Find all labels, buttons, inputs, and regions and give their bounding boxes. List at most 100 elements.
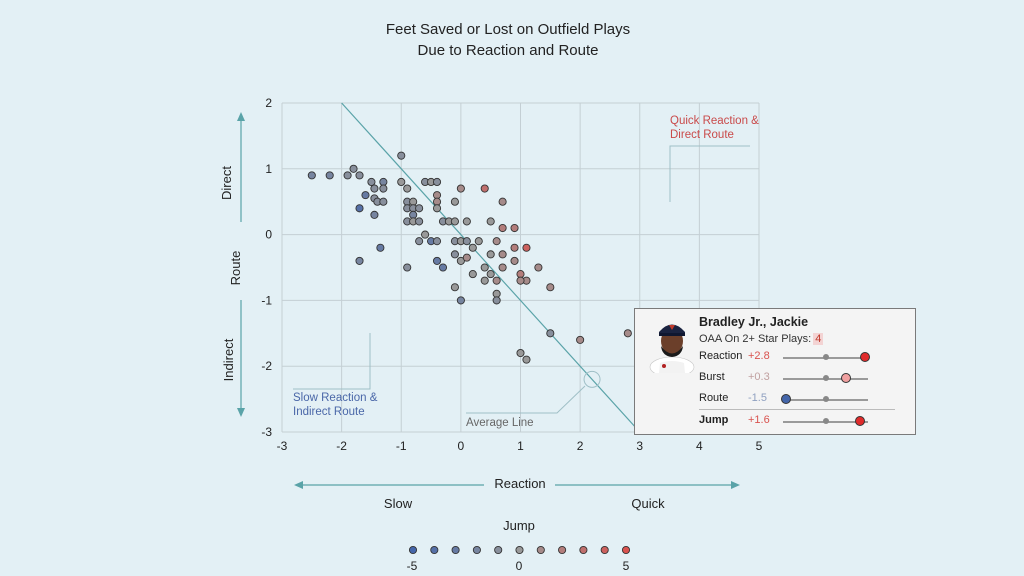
data-point[interactable] (343, 171, 352, 180)
data-point[interactable] (432, 237, 442, 246)
data-point[interactable] (397, 151, 406, 160)
x-quick-label: Quick (631, 496, 665, 511)
metric-row-burst: Burst +0.3 (699, 370, 904, 388)
data-point[interactable] (468, 243, 477, 252)
data-point[interactable] (498, 263, 507, 272)
data-point[interactable] (379, 197, 388, 206)
data-point[interactable] (456, 184, 465, 193)
data-point[interactable] (516, 276, 525, 285)
data-point[interactable] (432, 177, 442, 187)
annotation-slow-indirect: Slow Reaction & Indirect Route (293, 333, 378, 418)
data-point[interactable] (450, 217, 459, 226)
data-point[interactable] (456, 296, 465, 305)
data-point[interactable] (370, 210, 379, 219)
data-point[interactable] (522, 355, 531, 364)
data-point[interactable] (355, 204, 364, 213)
data-point[interactable] (355, 256, 364, 265)
data-point[interactable] (480, 263, 489, 272)
jump-legend-dot (579, 545, 588, 555)
data-point[interactable] (462, 217, 471, 226)
jump-legend-dot (451, 545, 460, 555)
jump-legend-min-label: -5 (407, 559, 418, 573)
data-point[interactable] (498, 250, 507, 259)
data-point[interactable] (498, 197, 507, 206)
data-point[interactable] (480, 184, 489, 193)
data-point[interactable] (325, 171, 334, 180)
data-point[interactable] (486, 250, 495, 259)
data-point[interactable] (367, 177, 376, 187)
metric-value: +1.6 (748, 414, 770, 426)
data-point[interactable] (576, 335, 585, 344)
chart-title-line-2: Due to Reaction and Route (418, 42, 599, 59)
data-point[interactable] (492, 276, 501, 285)
data-point[interactable] (546, 329, 555, 338)
data-point[interactable] (516, 348, 525, 358)
data-point[interactable] (432, 256, 442, 265)
data-point[interactable] (432, 191, 442, 200)
chart-title: Feet Saved or Lost on Outfield Plays Due… (386, 21, 630, 59)
data-point[interactable] (450, 197, 459, 206)
data-point[interactable] (379, 184, 388, 193)
data-point[interactable] (409, 210, 418, 219)
data-point[interactable] (486, 217, 495, 226)
data-point[interactable] (432, 204, 442, 213)
data-point[interactable] (415, 237, 424, 246)
metric-value: +2.8 (748, 350, 770, 362)
data-point[interactable] (468, 270, 477, 279)
metric-value: -1.5 (748, 392, 767, 404)
metric-dot (859, 352, 870, 362)
data-point[interactable] (462, 253, 471, 262)
y-tick-label: 0 (265, 228, 272, 242)
metric-dot (840, 373, 851, 383)
jump-legend-dot (430, 545, 439, 555)
data-point[interactable] (546, 283, 555, 292)
data-point[interactable] (486, 270, 495, 279)
player-avatar (649, 324, 695, 373)
metric-label: Burst (699, 371, 725, 383)
y-tick-label: -3 (261, 425, 272, 439)
data-point[interactable] (480, 276, 489, 285)
data-point[interactable] (516, 270, 525, 279)
data-point[interactable] (492, 237, 501, 246)
annotation-slow-indirect-line-2: Indirect Route (293, 406, 365, 418)
data-point[interactable] (623, 329, 632, 338)
jump-color-legend: Jump -5 0 5 (407, 518, 631, 573)
data-point[interactable] (379, 177, 388, 187)
data-point[interactable] (403, 184, 412, 193)
y-tick-label: 1 (265, 162, 272, 176)
data-point[interactable] (403, 263, 412, 272)
average-line-marker (583, 370, 601, 388)
data-point[interactable] (438, 263, 448, 272)
data-point[interactable] (510, 243, 519, 252)
data-point[interactable] (397, 177, 406, 187)
data-point[interactable] (522, 243, 531, 252)
oaa-value: 4 (813, 333, 824, 345)
data-point[interactable] (534, 263, 543, 272)
data-point[interactable] (450, 283, 459, 292)
average-line (341, 102, 641, 433)
jump-legend-dot (515, 545, 524, 555)
data-point[interactable] (370, 184, 379, 193)
x-tick-label: 5 (756, 439, 763, 453)
data-point[interactable] (432, 197, 442, 206)
data-point[interactable] (474, 237, 483, 246)
data-point[interactable] (510, 223, 519, 233)
data-point[interactable] (307, 171, 316, 180)
data-point[interactable] (355, 171, 364, 180)
data-point[interactable] (462, 237, 471, 246)
data-point[interactable] (409, 197, 418, 206)
data-point[interactable] (376, 243, 385, 252)
data-point[interactable] (456, 256, 465, 265)
data-point[interactable] (492, 289, 501, 298)
data-point[interactable] (510, 256, 519, 265)
data-point[interactable] (361, 191, 370, 200)
data-point[interactable] (450, 250, 459, 259)
data-point[interactable] (421, 230, 430, 239)
data-point[interactable] (349, 164, 358, 173)
data-point[interactable] (415, 204, 424, 213)
data-point[interactable] (498, 223, 507, 233)
data-point[interactable] (415, 217, 424, 226)
data-point[interactable] (492, 296, 501, 305)
metric-midpoint (823, 375, 829, 381)
jump-legend-dot (536, 545, 545, 555)
